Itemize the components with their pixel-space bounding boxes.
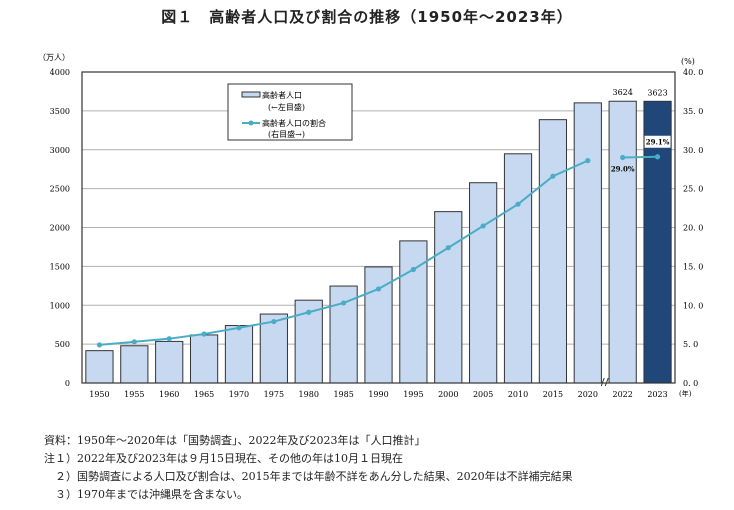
y-right-axis-label: (%) [681, 57, 695, 66]
bar-1995 [399, 240, 428, 384]
x-tick-label: 1960 [159, 390, 179, 399]
ratio-point-1950 [96, 342, 103, 348]
ratio-point-2022 [620, 154, 626, 161]
ratio-point-2005 [480, 223, 486, 229]
ratio-point-1960 [166, 336, 172, 342]
ratio-point-2010 [515, 201, 521, 207]
y-left-tick-label: 0 [65, 379, 70, 388]
x-tick-label: 1970 [229, 390, 249, 399]
axis-break-mark [600, 377, 609, 387]
ratio-point-1975 [271, 318, 277, 325]
legend-bar-sub: (←左目盛) [268, 102, 305, 112]
x-tick-label: 1995 [403, 390, 423, 399]
data-label-2023: 3623 [647, 88, 667, 97]
ratio-point-1985 [341, 300, 347, 306]
ratio-point-1955 [131, 339, 137, 345]
x-tick-label: 2005 [473, 390, 493, 399]
data-label-2022: 3624 [612, 88, 632, 97]
y-left-tick-label: 2000 [50, 224, 70, 233]
ratio-point-1970 [236, 325, 242, 331]
x-tick-label: 2015 [543, 390, 563, 399]
bar-1975 [259, 313, 288, 384]
x-axis-label: (年) [679, 389, 692, 398]
y-left-tick-label: 3500 [50, 107, 70, 116]
x-tick-label: 2020 [578, 390, 598, 399]
y-right-tick-label: 30. 0 [683, 146, 703, 155]
x-tick-label: 1950 [89, 390, 109, 399]
bar-2020 [573, 102, 602, 384]
bar-2000 [434, 211, 463, 384]
x-tick-label: 2000 [438, 390, 458, 399]
bar-1955 [120, 345, 149, 384]
y-left-tick-label: 4000 [50, 68, 70, 77]
y-right-tick-label: 5. 0 [683, 340, 698, 349]
ratio-point-1965 [201, 331, 207, 337]
bar-2023 [643, 100, 672, 384]
legend-line-label: 高齢者人口の割合 [262, 118, 326, 128]
bar-1960 [155, 340, 184, 384]
y-right-tick-label: 0. 0 [683, 379, 698, 388]
bar-1950 [85, 350, 114, 384]
x-tick-label: 1990 [368, 390, 388, 399]
y-left-tick-label: 2500 [50, 185, 70, 194]
ratio-label-2022: 29.0% [611, 165, 635, 174]
note-source: 資料：1950年～2020年は「国勢調査」、2022年及び2023年は「人口推計… [44, 434, 426, 447]
legend-bar-label: 高齢者人口 [262, 90, 302, 100]
bar-2015 [538, 119, 568, 384]
legend-bar-swatch [241, 91, 261, 98]
y-right-tick-label: 25. 0 [683, 185, 703, 194]
notes: 資料：1950年～2020年は「国勢調査」、2022年及び2023年は「人口推計… [44, 432, 573, 504]
x-tick-label: 1965 [194, 390, 214, 399]
ratio-point-2015 [550, 173, 556, 179]
ratio-point-1980 [306, 309, 312, 315]
x-tick-label: 1955 [124, 390, 144, 399]
chart: 0 500 1000 1500 2000 2500 3000 3500 4000 0. 0 5. 0… [38, 53, 703, 399]
bar-2022 [608, 100, 637, 384]
note-3: ３）1970年までは沖縄県を含まない。 [44, 488, 248, 501]
x-tick-label: 1980 [299, 390, 319, 399]
x-tick-label: 1975 [264, 390, 284, 399]
y-left-axis-label: （万人） [38, 53, 70, 62]
bar-1965 [189, 334, 219, 384]
bar-1985 [329, 285, 358, 384]
chart-title: 図１ 高齢者人口及び割合の推移（1950年～2023年） [161, 8, 573, 26]
ratio-label-2023-box [644, 135, 671, 148]
y-right-tick-label: 20. 0 [683, 224, 703, 233]
y-left-tick-label: 500 [55, 340, 70, 349]
legend-line-marker [248, 120, 254, 126]
note-2: ２）国勢調査による人口及び割合は、2015年までは年齢不詳をあん分した結果、20… [44, 470, 573, 483]
y-left-tick-label: 1500 [50, 262, 70, 271]
ratio-point-1990 [375, 286, 382, 292]
bar-2010 [503, 153, 533, 384]
y-right-tick-label: 15. 0 [683, 262, 703, 271]
y-right-tick-label: 10. 0 [683, 301, 703, 310]
note-1: 注１）2022年及び2023年は９月15日現在、その他の年は10月１日現在 [44, 452, 403, 465]
ratio-point-2023 [654, 154, 661, 160]
x-tick-label: 2022 [612, 390, 632, 399]
x-tick-label: 2010 [508, 390, 528, 399]
y-right-tick-label: 40. 0 [683, 68, 703, 77]
y-right-tick-label: 35. 0 [683, 107, 703, 116]
ratio-point-2000 [445, 245, 451, 251]
bar-1970 [224, 325, 254, 384]
ratio-point-1995 [410, 266, 416, 273]
bar-2005 [469, 182, 498, 384]
ratio-point-2020 [585, 158, 591, 164]
y-left-tick-label: 3000 [50, 146, 70, 155]
ratio-line-2022-2023 [622, 155, 658, 159]
x-tick-label: 1985 [333, 390, 353, 399]
ratio-label-2023: 29.1% [646, 138, 670, 147]
y-left-tick-label: 1000 [50, 301, 70, 310]
plot-frame [81, 71, 676, 384]
legend-line-sub: (右目盛→) [268, 129, 305, 139]
x-tick-label: 2023 [647, 390, 667, 399]
